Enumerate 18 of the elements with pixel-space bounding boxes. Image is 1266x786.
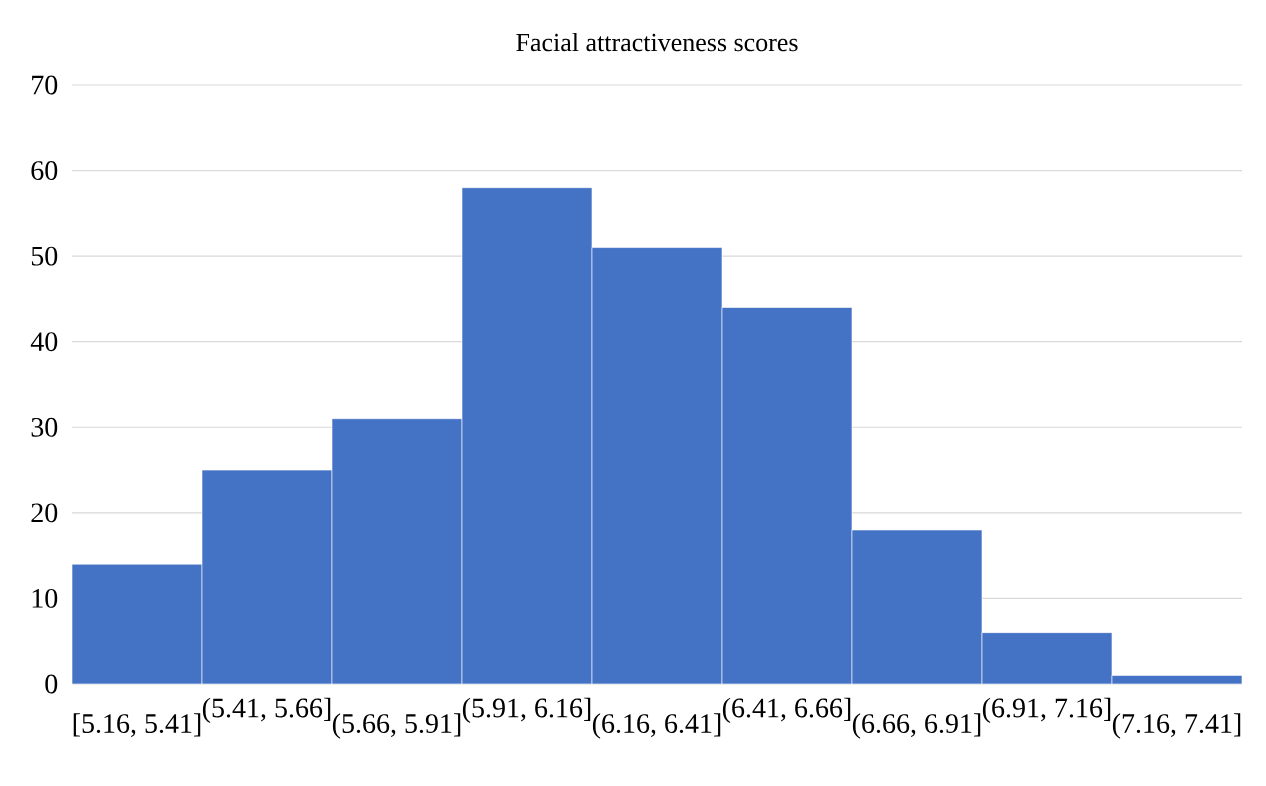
x-tick-label: (6.66, 6.91] bbox=[852, 713, 981, 739]
y-tick-label: 50 bbox=[31, 246, 58, 266]
y-tick-label: 0 bbox=[45, 674, 58, 694]
y-tick-label: 10 bbox=[32, 588, 58, 608]
x-tick-label: (5.66, 5.91] bbox=[332, 713, 461, 739]
x-tick-label: (7.16, 7.41] bbox=[1112, 713, 1241, 739]
x-tick-label: (6.91, 7.16] bbox=[982, 697, 1111, 724]
y-tick-label: 20 bbox=[31, 503, 58, 523]
y-tick-label: 60 bbox=[31, 161, 58, 181]
x-tick-label: (6.16, 6.41] bbox=[592, 713, 721, 739]
x-tick-label: (5.41, 5.66] bbox=[202, 697, 331, 724]
chart-title: Facial attractiveness scores bbox=[516, 32, 798, 52]
x-tick-label: (5.91, 6.16] bbox=[462, 697, 591, 724]
x-tick-label: (6.41, 6.66] bbox=[722, 697, 851, 724]
x-tick-label: [5.16, 5.41] bbox=[73, 713, 201, 738]
y-tick-label: 30 bbox=[31, 417, 58, 437]
y-tick-label: 70 bbox=[32, 75, 58, 95]
y-tick-label: 40 bbox=[30, 332, 58, 352]
